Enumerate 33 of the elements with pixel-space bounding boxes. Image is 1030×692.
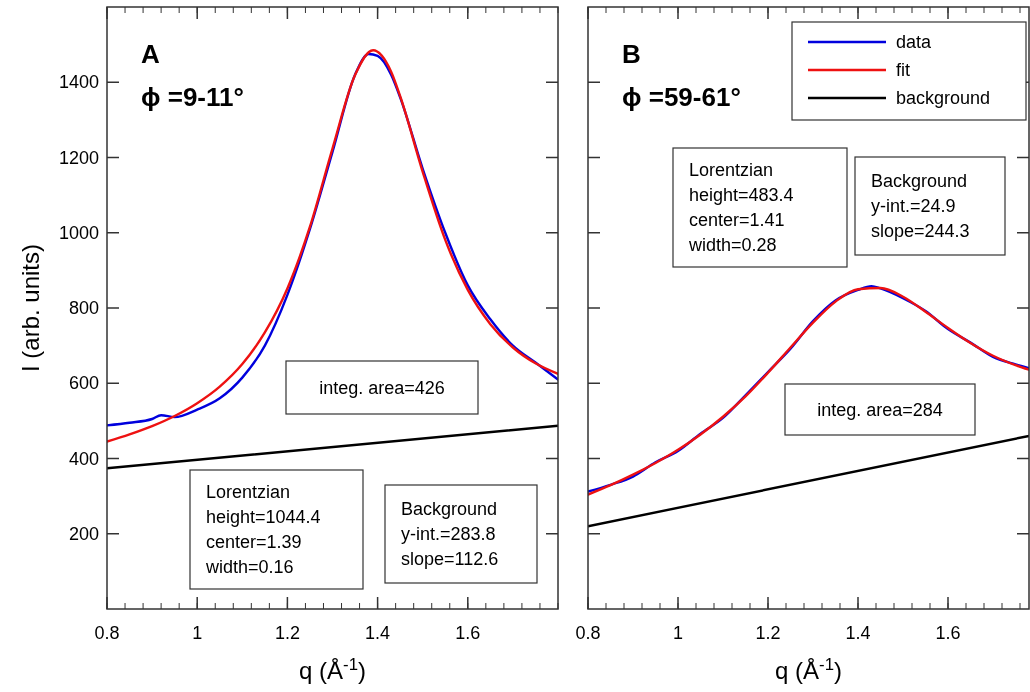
legend-label: fit — [896, 60, 911, 80]
x-axis-title: q (Å$^{-1}$) — [299, 654, 366, 684]
y-tick-label: 1000 — [58, 222, 99, 243]
y-tick-label: 1200 — [58, 147, 99, 168]
x-tick-label: 1.4 — [845, 623, 871, 643]
annotation: Lorentzian height=1044.4 center=1.39 width=0.16 — [205, 482, 321, 577]
text: B — [622, 39, 641, 69]
x-tick-label: 1.6 — [935, 623, 961, 643]
annotation: Background y-int.=24.9 slope=244.3 — [871, 171, 970, 241]
y-tick-label: 800 — [68, 298, 99, 318]
x-tick-label: 1 — [192, 623, 203, 643]
annotation: Background y-int.=283.8 slope=112.6 — [401, 499, 499, 569]
y-tick-label: 400 — [68, 448, 99, 469]
annotation: integ. area=426 — [319, 377, 445, 398]
y-tick-label: 1400 — [58, 72, 99, 93]
x-tick-label: 0.8 — [94, 623, 120, 643]
x-tick-label: 0.8 — [575, 623, 601, 643]
x-tick-label: 1.2 — [755, 623, 781, 643]
y-tick-label: 600 — [68, 373, 99, 394]
text: A — [141, 39, 160, 69]
legend-label: background — [896, 88, 991, 108]
annotation: Lorentzian height=483.4 center=1.41 width=0.28 — [688, 160, 794, 255]
y-axis-title: I (arb. units) — [17, 243, 44, 373]
text: ϕ =9-11° — [141, 82, 244, 112]
x-tick-label: 1.2 — [274, 623, 300, 643]
x-tick-label: 1 — [672, 623, 684, 643]
x-tick-label: 1.6 — [455, 623, 481, 643]
x-tick-label: 1.4 — [365, 623, 391, 643]
legend-label: data — [896, 32, 933, 52]
text: ϕ =59-61° — [622, 82, 741, 112]
y-tick-label: 200 — [68, 523, 99, 544]
x-axis-title: q (Å$^{-1}$) — [775, 654, 842, 684]
annotation: integ. area=284 — [817, 399, 943, 420]
